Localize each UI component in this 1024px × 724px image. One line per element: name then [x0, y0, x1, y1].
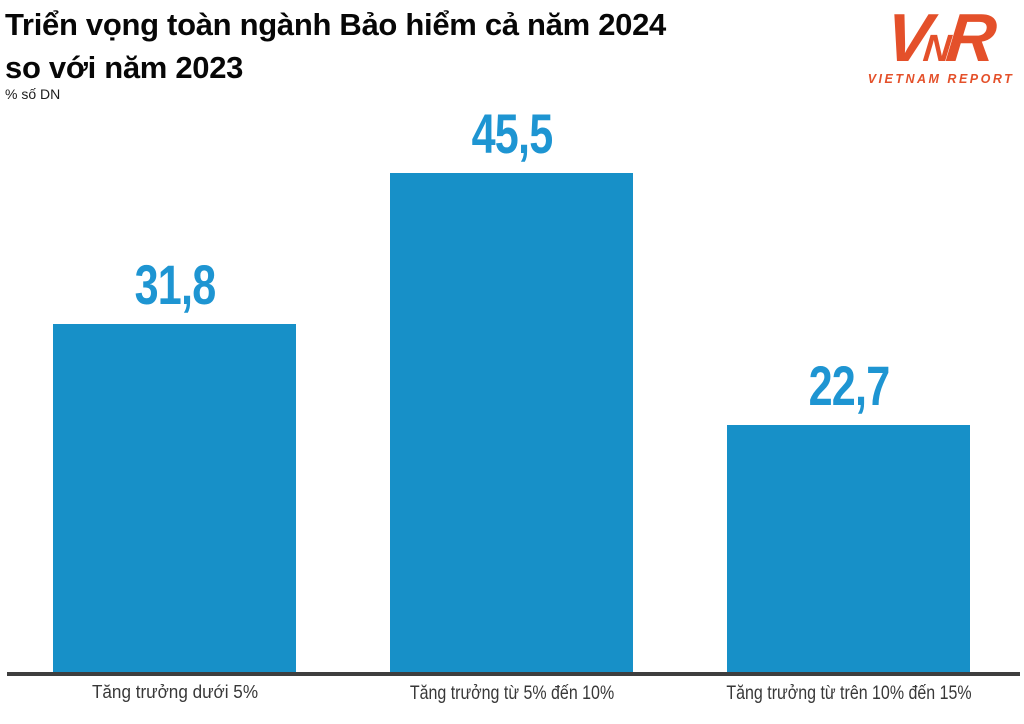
bar — [390, 173, 633, 676]
bar-category-label: Tăng trưởng dưới 5% — [91, 682, 258, 702]
bar-value-label: 45,5 — [471, 102, 553, 165]
y-axis-unit-label: % số DN — [5, 86, 61, 102]
bar-category-label: Tăng trưởng từ trên 10% đến 15% — [725, 682, 972, 704]
chart-title: Triển vọng toàn ngành Bảo hiểm cả năm 20… — [5, 3, 666, 89]
vnr-logo: VNR VIETNAM REPORT — [862, 0, 1020, 86]
x-axis-line — [7, 672, 1020, 676]
bar — [727, 425, 970, 676]
chart-title-line1: Triển vọng toàn ngành Bảo hiểm cả năm 20… — [5, 7, 666, 42]
bar — [53, 324, 296, 676]
bar-value-label: 31,8 — [134, 253, 216, 317]
bar-category-label: Tăng trưởng từ 5% đến 10% — [409, 682, 614, 704]
vnr-logo-caption: VIETNAM REPORT — [867, 72, 1015, 86]
chart-title-line2: so với năm 2023 — [5, 50, 244, 85]
bar-value-label: 22,7 — [808, 354, 890, 418]
